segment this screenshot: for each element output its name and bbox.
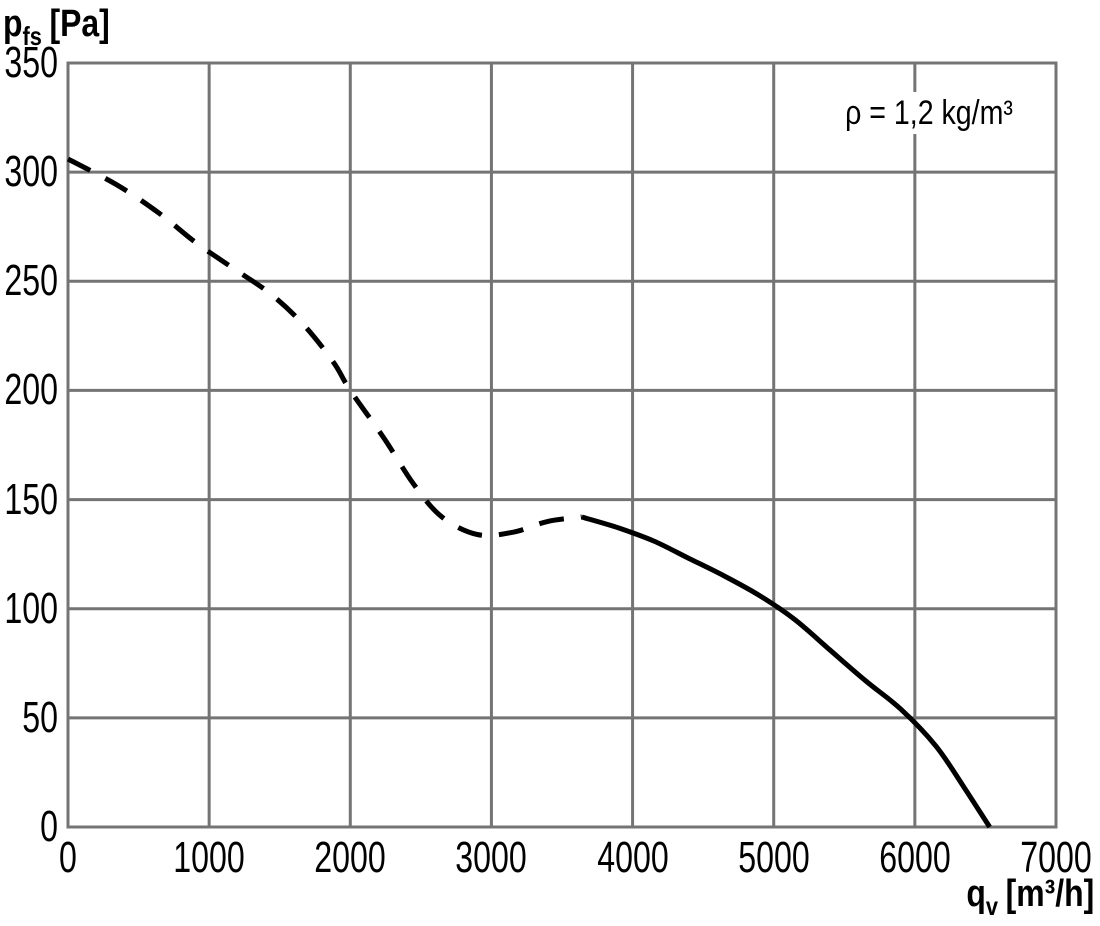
x-axis-symbol: q [966, 873, 986, 915]
fan-curve-solid-region [581, 514, 992, 829]
y-axis-symbol: p [3, 3, 23, 45]
fan-curve-dashed-region [66, 156, 583, 539]
x-axis-title: qv [m³/h] [966, 872, 1094, 926]
y-axis-title: pfs [Pa] [3, 2, 110, 58]
x-axis-subscript: v [985, 891, 998, 921]
plot-border [66, 61, 1058, 829]
density-annotation: ρ = 1,2 kg/m³ [845, 92, 1013, 134]
y-axis-subscript: fs [22, 21, 42, 51]
x-axis-unit: [m³/h] [1005, 873, 1094, 915]
y-axis-unit: [Pa] [49, 3, 110, 45]
